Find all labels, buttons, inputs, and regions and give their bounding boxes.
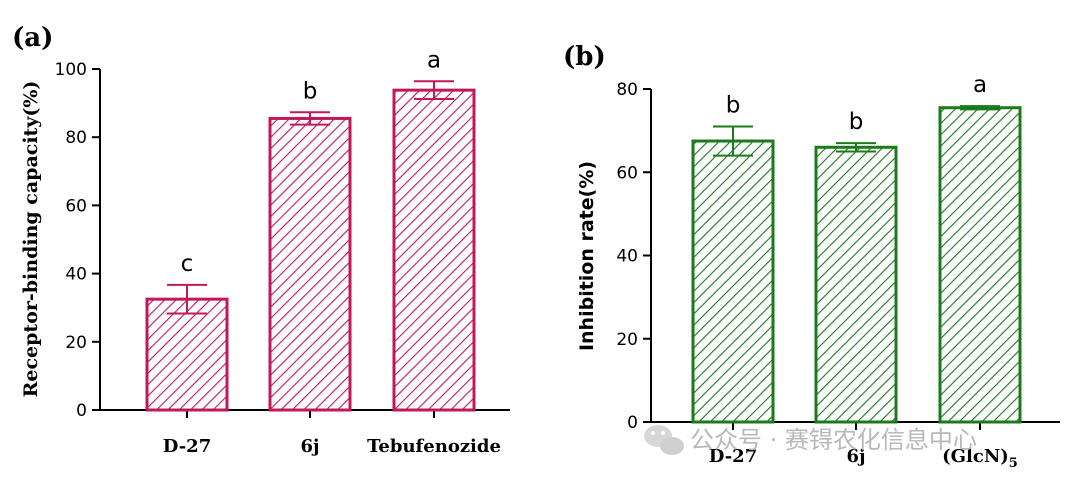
bar (392, 88, 476, 412)
significance-label: a (973, 72, 987, 98)
y-axis-label-a: Receptor-binding capacity(%) (20, 81, 42, 398)
y-tick-label: 60 (616, 163, 638, 183)
x-tick-label: Tebufenozide (367, 436, 501, 457)
significance-label: b (726, 92, 741, 118)
y-tick-label: 60 (65, 196, 87, 216)
bars-a: c b a (145, 47, 476, 412)
significance-label: b (303, 78, 318, 104)
y-tick-label: 0 (76, 401, 87, 421)
watermark: 公众号 · 赛锝农化信息中心 (644, 425, 977, 455)
bar (814, 145, 898, 424)
bars-b: b b a (691, 72, 1022, 424)
wechat-icon (644, 425, 684, 455)
x-tick-label: D-27 (163, 436, 211, 457)
x-tick-label-subscript: 5 (1009, 456, 1018, 471)
y-tick-label: 40 (616, 247, 638, 267)
x-tick-label: (GlcN)5 (942, 446, 1018, 471)
bar (268, 116, 352, 412)
significance-label: c (181, 251, 194, 277)
chart-panel-a: (a) Receptor-binding capacity(%) 0 20 40 60… (12, 23, 510, 457)
x-tick-label: 6j (300, 436, 319, 457)
significance-label: a (427, 47, 441, 73)
x-tick-label: D-27 (709, 446, 757, 467)
y-tick-label: 100 (55, 60, 87, 80)
y-tick-label: 40 (65, 265, 87, 285)
panel-label-a: (a) (12, 23, 53, 53)
watermark-text: 公众号 · 赛锝农化信息中心 (690, 426, 977, 454)
y-axis-label-b: Inhibition rate(%) (576, 161, 598, 351)
bar (145, 297, 229, 412)
x-tick-label: 6j (846, 446, 865, 467)
y-tick-label: 80 (616, 80, 638, 100)
bar (938, 106, 1022, 424)
panel-label-b: (b) (563, 42, 606, 72)
y-tick-label: 0 (627, 413, 638, 433)
chart-panel-b: (b) Inhibition rate(%) 0 20 40 60 80 D-27 6j (G… (563, 42, 1060, 471)
bar (691, 139, 775, 424)
axes-a: 0 20 40 60 80 100 D-27 6j Tebufenozide (55, 60, 510, 457)
significance-label: b (849, 109, 864, 135)
y-tick-label: 20 (65, 333, 87, 353)
y-tick-label: 80 (65, 128, 87, 148)
y-tick-label: 20 (616, 330, 638, 350)
